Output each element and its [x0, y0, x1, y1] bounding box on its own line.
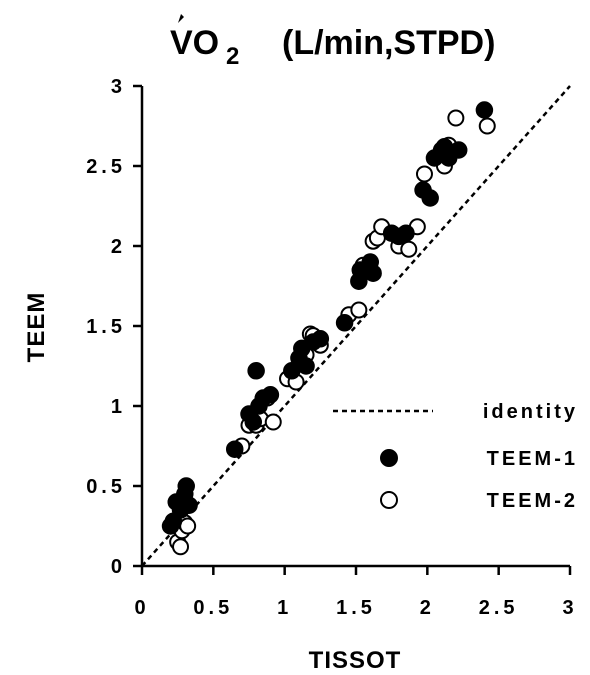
- data-point-teem-1: [225, 440, 244, 458]
- chart-title-units: (L/min,STPD): [282, 24, 495, 62]
- data-point-teem-1: [177, 477, 195, 495]
- data-point-teem-2: [179, 517, 197, 535]
- vdot-mark: [178, 14, 184, 23]
- data-point-teem-1: [364, 264, 382, 282]
- y-tick-label: 0.5: [86, 476, 126, 498]
- data-point-teem-1: [335, 314, 354, 332]
- data-point-teem-1: [297, 357, 315, 375]
- y-tick-label: 2.5: [86, 156, 126, 178]
- data-point-teem-2: [172, 538, 190, 556]
- y-tick-label: 1: [111, 396, 126, 418]
- chart-title-main: VO: [170, 24, 219, 62]
- data-point-teem-2: [350, 301, 368, 319]
- y-tick-label: 0: [111, 556, 126, 578]
- x-axis-label: TISSOT: [309, 647, 402, 674]
- data-point-teem-1: [449, 141, 468, 159]
- legend-teem-1-marker: [380, 449, 398, 467]
- x-tick-label: 1.5: [336, 597, 376, 619]
- data-point-teem-2: [415, 165, 433, 183]
- identity-line: [141, 85, 571, 567]
- series-teem-1: [161, 101, 494, 535]
- data-point-teem-1: [421, 189, 439, 207]
- x-tick-label: 0: [134, 597, 149, 619]
- legend-teem-2-marker: [380, 491, 398, 509]
- data-point-teem-2: [478, 117, 496, 135]
- y-axis-ticks: 0 0.5 1 1.5 2 2.5 3: [86, 76, 142, 578]
- x-axis-ticks: 0 0.5 1 1.5 2 2.5 3: [134, 566, 577, 619]
- y-tick-label: 3: [111, 76, 126, 98]
- legend: identity TEEM-1 TEEM-2: [333, 401, 578, 512]
- x-tick-label: 2: [420, 597, 435, 619]
- data-point-teem-2: [400, 240, 418, 258]
- x-tick-label: 0.5: [193, 597, 233, 619]
- legend-identity-label: identity: [483, 401, 578, 423]
- y-axis-label: TEEM: [23, 292, 50, 363]
- legend-teem-2-label: TEEM-2: [487, 490, 578, 512]
- data-point-teem-1: [475, 101, 494, 119]
- data-point-teem-2: [264, 413, 282, 431]
- chart-title: VO 2 (L/min,STPD): [170, 14, 495, 70]
- data-point-teem-1: [247, 362, 265, 380]
- series-teem-2: [169, 109, 496, 556]
- data-point-teem-1: [397, 224, 415, 242]
- data-point-teem-1: [180, 496, 198, 514]
- data-point-teem-2: [447, 109, 465, 127]
- data-point-teem-1: [261, 386, 280, 404]
- chart-title-subscript: 2: [226, 43, 239, 70]
- data-point-teem-1: [244, 413, 263, 431]
- y-tick-label: 2: [111, 236, 126, 258]
- x-tick-label: 3: [562, 597, 577, 619]
- data-point-teem-1: [311, 330, 330, 348]
- legend-teem-1-label: TEEM-1: [487, 448, 578, 470]
- x-tick-label: 2.5: [479, 597, 519, 619]
- y-tick-label: 1.5: [86, 316, 126, 338]
- x-tick-label: 1: [277, 597, 292, 619]
